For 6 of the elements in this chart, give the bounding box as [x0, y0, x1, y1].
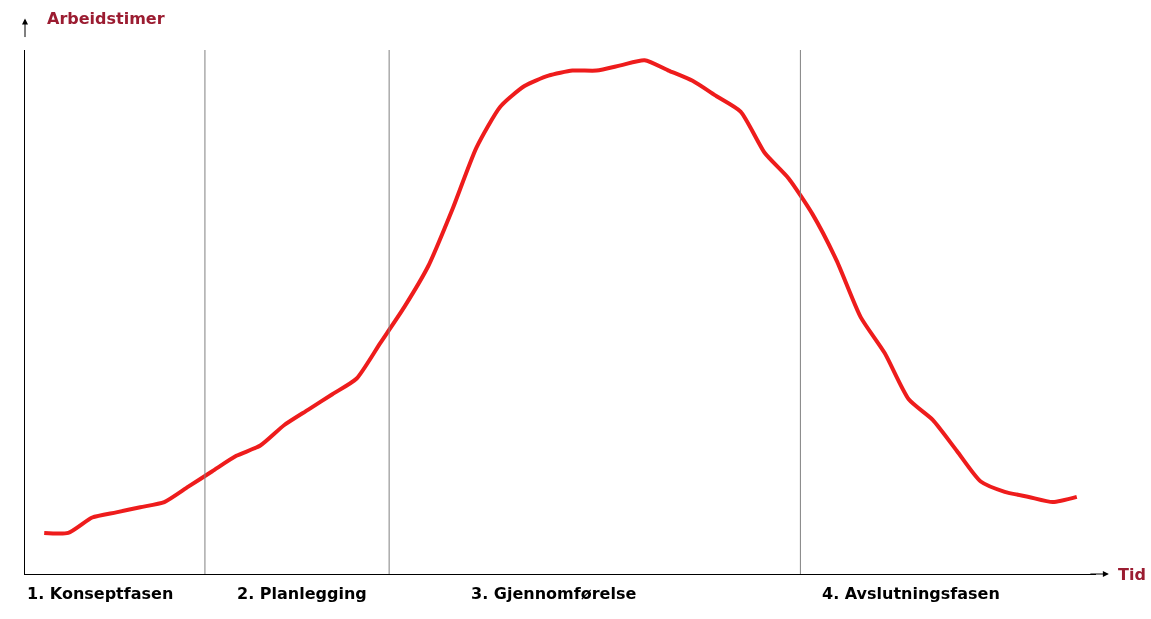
text: 2. Planlegging	[237, 584, 367, 603]
y-axis-title: Arbeidstimer	[47, 9, 165, 28]
text: 1. Konseptfasen	[27, 584, 174, 603]
x-axis-title: Tid	[1118, 565, 1146, 584]
text: 4. Avslutningsfasen	[822, 584, 1000, 603]
text: 3. Gjennomførelse	[471, 584, 637, 603]
